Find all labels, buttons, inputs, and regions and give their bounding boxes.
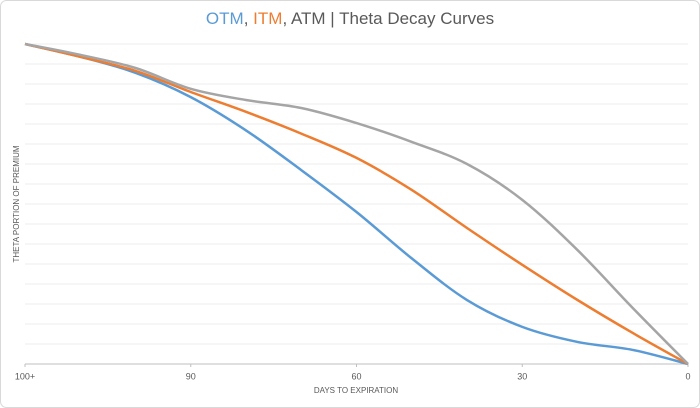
title-part: OTM bbox=[206, 9, 244, 28]
x-tick-label: 100+ bbox=[15, 371, 35, 381]
y-axis-label: THETA PORTION OF PREMIUM bbox=[12, 145, 21, 262]
title-part: , ATM | Theta Decay Curves bbox=[282, 9, 494, 28]
title-part: , bbox=[244, 9, 253, 28]
x-tick-label: 60 bbox=[351, 371, 361, 381]
x-tick-label: 30 bbox=[517, 371, 527, 381]
chart-title: OTM, ITM, ATM | Theta Decay Curves bbox=[206, 9, 494, 28]
x-axis-label: DAYS TO EXPIRATION bbox=[314, 386, 399, 395]
series-line bbox=[24, 42, 689, 365]
series-line bbox=[24, 42, 689, 366]
x-tick-label: 90 bbox=[186, 371, 196, 381]
x-tick-label: 0 bbox=[685, 371, 690, 381]
title-part: ITM bbox=[253, 9, 282, 28]
series-line bbox=[24, 42, 689, 366]
